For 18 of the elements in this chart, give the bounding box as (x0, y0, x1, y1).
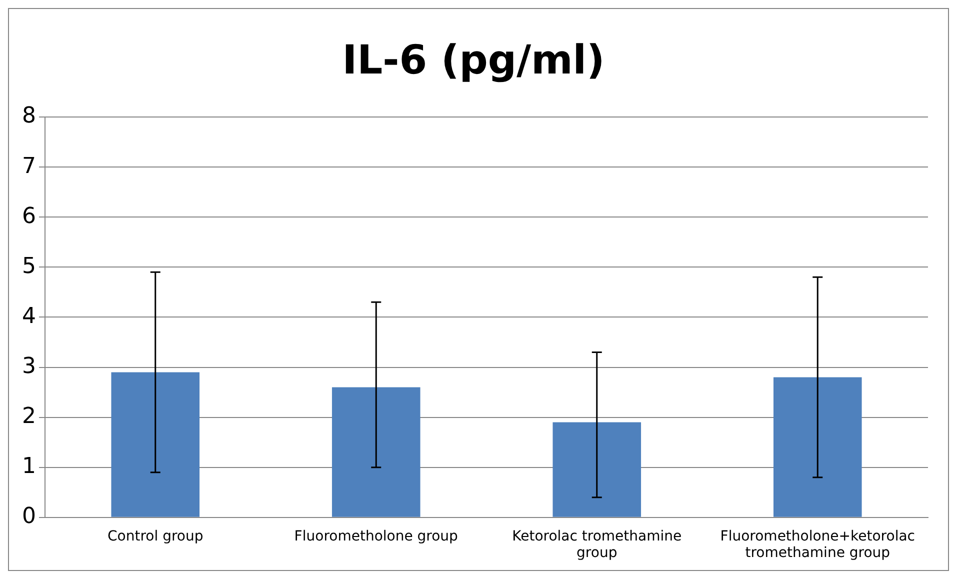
y-tick-label: 4 (22, 304, 36, 329)
bar (552, 422, 642, 517)
y-tick-label: 1 (22, 454, 36, 480)
y-tick-label: 5 (22, 254, 36, 279)
x-tick-label: Control group (108, 528, 204, 544)
y-tick-label: 8 (22, 104, 36, 129)
y-tick-label: 3 (22, 354, 36, 379)
x-tick-label: Ketorolac tromethamine group (512, 528, 682, 562)
y-tick-label: 0 (22, 504, 36, 530)
y-tick-label: 6 (22, 204, 36, 229)
bar (773, 377, 862, 517)
y-tick-label: 7 (22, 154, 36, 179)
x-tick-label: Fluorometholone group (294, 528, 458, 544)
bar (111, 372, 200, 517)
chart-title: IL-6 (pg/ml) (342, 37, 605, 84)
x-tick-label: Fluorometholone+ketorolac tromethamine group (720, 528, 915, 562)
bar (332, 387, 420, 517)
y-tick-label: 2 (22, 404, 36, 430)
